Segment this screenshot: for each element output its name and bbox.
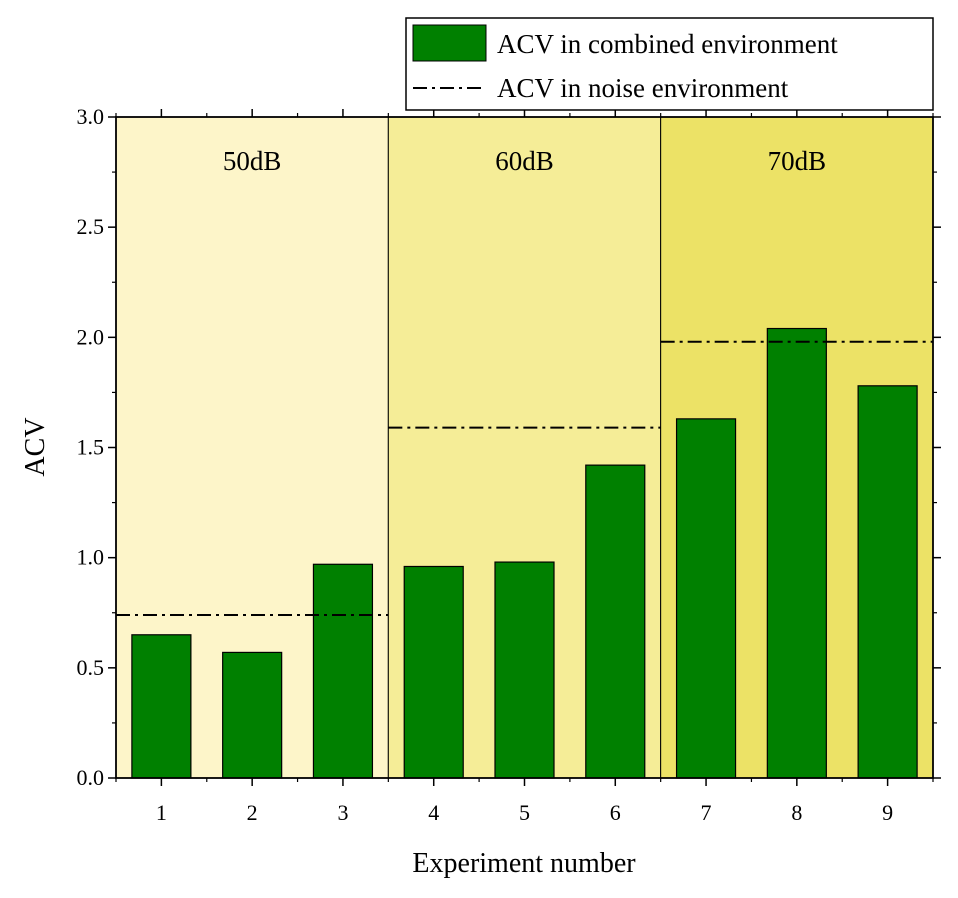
x-tick-label: 2 — [247, 800, 258, 825]
y-tick-label: 0.0 — [77, 765, 105, 790]
x-tick-label: 6 — [610, 800, 621, 825]
legend-label-combined: ACV in combined environment — [497, 29, 838, 59]
region-labels: 50dB 60dB 70dB — [223, 146, 826, 176]
x-tick-label: 9 — [882, 800, 893, 825]
bar-exp-2 — [222, 651, 283, 779]
axes — [115, 116, 934, 779]
legend-label-noise: ACV in noise environment — [497, 73, 789, 103]
x-tick-label: 1 — [156, 800, 167, 825]
y-tick-label: 1.0 — [77, 545, 105, 570]
y-tick-label: 2.0 — [77, 324, 105, 349]
legend: ACV in combined environment ACV in noise… — [405, 17, 934, 111]
x-tick-label: 7 — [701, 800, 712, 825]
x-axis-ticks: 1 2 3 4 5 6 7 8 9 — [115, 109, 934, 825]
y-tick-label: 1.5 — [77, 435, 105, 460]
region-label-50dB: 50dB — [223, 146, 282, 176]
bar-exp-3 — [312, 563, 374, 779]
x-tick-label: 4 — [428, 800, 439, 825]
legend-box — [405, 17, 934, 111]
bar-exp-8 — [766, 327, 827, 779]
x-tick-label: 8 — [791, 800, 802, 825]
region-label-60dB: 60dB — [495, 146, 554, 176]
noise-line-series — [116, 340, 933, 616]
region-label-70dB: 70dB — [768, 146, 827, 176]
bar-exp-4 — [403, 565, 464, 779]
x-tick-label: 5 — [519, 800, 530, 825]
bar-exp-5 — [494, 561, 555, 779]
legend-bar-swatch — [412, 24, 487, 62]
y-axis-title: ACV — [20, 417, 51, 476]
bar-exp-7 — [675, 418, 737, 779]
y-axis-ticks: 0.0 0.5 1.0 1.5 2.0 2.5 3.0 — [77, 104, 941, 790]
bar-exp-1 — [131, 634, 192, 779]
bar-series — [131, 327, 918, 779]
plot-frame — [115, 116, 934, 779]
bar-exp-9 — [857, 385, 918, 779]
y-tick-label: 3.0 — [77, 104, 105, 129]
x-tick-label: 3 — [337, 800, 348, 825]
y-tick-label: 0.5 — [77, 655, 105, 680]
y-tick-label: 2.5 — [77, 214, 105, 239]
x-axis-title: Experiment number — [412, 848, 636, 879]
bar-exp-6 — [585, 464, 646, 779]
